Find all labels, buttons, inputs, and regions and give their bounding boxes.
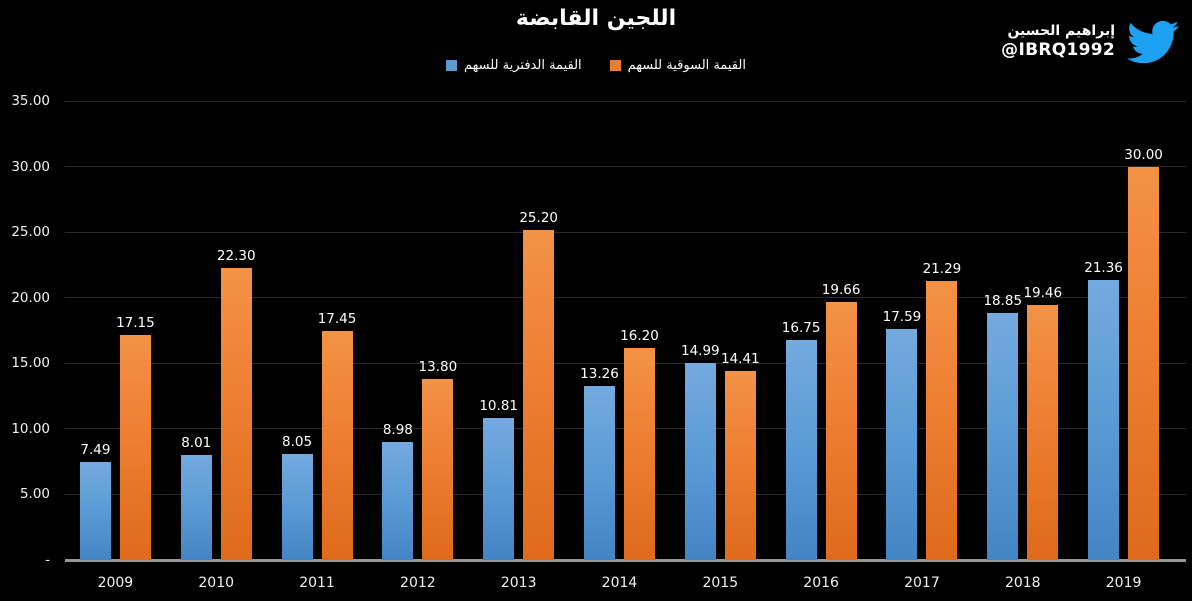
bars-layer: 7.49 17.15 2009 8.01 22.30 2010 8.05 17.45 2011 8… xyxy=(65,101,1174,591)
y-axis-label: 5.00 xyxy=(19,486,50,503)
x-axis-label: 2009 xyxy=(97,575,134,591)
bar-value-label: 30.00 xyxy=(1124,146,1163,163)
bar-value-label: 7.49 xyxy=(80,441,111,458)
x-axis-label: 2015 xyxy=(702,575,739,591)
bar-value-label: 14.99 xyxy=(680,343,720,360)
legend-label-book-value: القيمة الدفترية للسهم xyxy=(464,58,582,73)
gridline xyxy=(65,231,1186,233)
bar-value-label: 8.01 xyxy=(181,434,212,451)
y-axis-label: 20.00 xyxy=(11,289,50,306)
bar-value-label: 17.59 xyxy=(882,309,922,326)
bar-value-label: 21.36 xyxy=(1084,259,1123,276)
bar-market-value: 13.80 xyxy=(419,359,457,560)
bar-book-value: 16.75 xyxy=(782,320,820,560)
y-axis-label: 15.00 xyxy=(11,355,50,372)
bar-value-label: 19.46 xyxy=(1023,284,1063,301)
bar-group: 8.01 22.30 2010 xyxy=(166,101,267,591)
bar-book-value: 8.05 xyxy=(281,434,313,560)
watermark-handle: @IBRQ1992 xyxy=(1001,40,1115,61)
gridline xyxy=(65,166,1186,168)
x-axis-label: 2012 xyxy=(400,575,436,591)
y-axis-labels: - 5.00 10.00 15.00 20.00 25.00 30.00 35.00 xyxy=(0,93,56,568)
gridline xyxy=(65,100,1186,102)
bar-book-value: 8.98 xyxy=(382,422,414,560)
bar-group: 16.75 19.66 2016 xyxy=(771,101,872,591)
bar-value-label: 16.75 xyxy=(781,320,821,337)
bar-group: 7.49 17.15 2009 xyxy=(65,101,166,591)
bar-group: 13.26 16.20 2014 xyxy=(569,101,670,591)
bar-book-value: 18.85 xyxy=(983,293,1022,560)
bar-book-value: 21.36 xyxy=(1084,260,1123,560)
bar-group: 18.85 19.46 2018 xyxy=(972,101,1073,591)
gridline xyxy=(65,297,1186,299)
bar-group: 17.59 21.29 2017 xyxy=(872,101,973,591)
bar-value-label: 13.26 xyxy=(580,366,619,383)
bar-value-label: 14.41 xyxy=(720,351,760,368)
x-axis-line xyxy=(65,559,1186,562)
bar-book-value: 7.49 xyxy=(79,442,111,560)
bar-market-value: 17.15 xyxy=(116,315,155,560)
bar-value-label: 17.45 xyxy=(317,311,357,328)
twitter-bird-icon xyxy=(1127,20,1180,64)
bar-market-value: 14.41 xyxy=(721,351,760,560)
bar-group: 10.81 25.20 2013 xyxy=(468,101,569,591)
bar-value-label: 21.29 xyxy=(922,260,962,277)
y-axis-label: 30.00 xyxy=(11,158,50,175)
x-axis-label: 2019 xyxy=(1105,575,1142,591)
legend-label-market-value: القيمة السوقية للسهم xyxy=(627,58,746,73)
bar-book-value: 8.01 xyxy=(180,435,212,560)
bar-book-value: 17.59 xyxy=(883,309,921,560)
y-axis-label: - xyxy=(45,552,50,568)
bar-market-value: 30.00 xyxy=(1124,147,1163,560)
legend-item-market-value: القيمة السوقية للسهم xyxy=(609,58,746,73)
bar-market-value: 17.45 xyxy=(318,311,356,560)
bar-group: 14.99 14.41 2015 xyxy=(670,101,771,591)
bar-group: 8.98 13.80 2012 xyxy=(367,101,468,591)
bar-group: 21.36 30.00 2019 xyxy=(1073,101,1174,591)
y-axis-label: 35.00 xyxy=(11,93,50,109)
legend-item-book-value: القيمة الدفترية للسهم xyxy=(446,58,582,73)
bar-market-value: 19.66 xyxy=(822,282,860,560)
x-axis-label: 2018 xyxy=(1004,575,1041,591)
x-axis-label: 2017 xyxy=(904,575,940,591)
watermark: إبراهيم الحسين @IBRQ1992 xyxy=(1001,16,1184,68)
bar-group: 8.05 17.45 2011 xyxy=(267,101,368,591)
legend-swatch-book-value xyxy=(446,60,458,71)
bar-value-label: 17.15 xyxy=(116,315,155,332)
bar-value-label: 13.80 xyxy=(418,359,458,376)
x-axis-label: 2010 xyxy=(198,575,235,591)
bar-book-value: 14.99 xyxy=(681,343,720,560)
bar-value-label: 8.98 xyxy=(382,422,413,439)
bar-value-label: 10.81 xyxy=(479,398,518,415)
x-axis-label: 2016 xyxy=(803,575,839,591)
bar-value-label: 18.85 xyxy=(983,292,1023,309)
bar-book-value: 13.26 xyxy=(580,366,619,560)
bar-value-label: 19.66 xyxy=(821,282,861,299)
bar-market-value: 19.46 xyxy=(1023,285,1062,560)
legend: القيمة الدفترية للسهم القيمة السوقية للس… xyxy=(0,58,1192,73)
bar-value-label: 25.20 xyxy=(519,209,558,226)
bar-value-label: 16.20 xyxy=(620,327,659,344)
y-axis-label: 10.00 xyxy=(11,420,50,437)
x-axis-label: 2011 xyxy=(299,575,335,591)
y-axis-label: 25.00 xyxy=(11,224,50,241)
bar-market-value: 21.29 xyxy=(923,261,961,560)
bar-market-value: 22.30 xyxy=(217,248,256,560)
x-axis-label: 2014 xyxy=(601,575,638,591)
bar-market-value: 25.20 xyxy=(519,210,558,560)
bar-value-label: 22.30 xyxy=(216,247,256,264)
bar-book-value: 10.81 xyxy=(479,398,518,560)
plot-area: 7.49 17.15 2009 8.01 22.30 2010 8.05 17.45 2011 8… xyxy=(65,100,1186,591)
legend-swatch-market-value xyxy=(609,60,621,71)
watermark-text: إبراهيم الحسين @IBRQ1992 xyxy=(1001,23,1115,62)
bar-value-label: 8.05 xyxy=(282,434,313,451)
watermark-author-name: إبراهيم الحسين xyxy=(1007,22,1115,39)
bar-market-value: 16.20 xyxy=(620,328,659,560)
chart-title: اللجين القابضة xyxy=(515,6,677,31)
x-axis-label: 2013 xyxy=(500,575,537,591)
